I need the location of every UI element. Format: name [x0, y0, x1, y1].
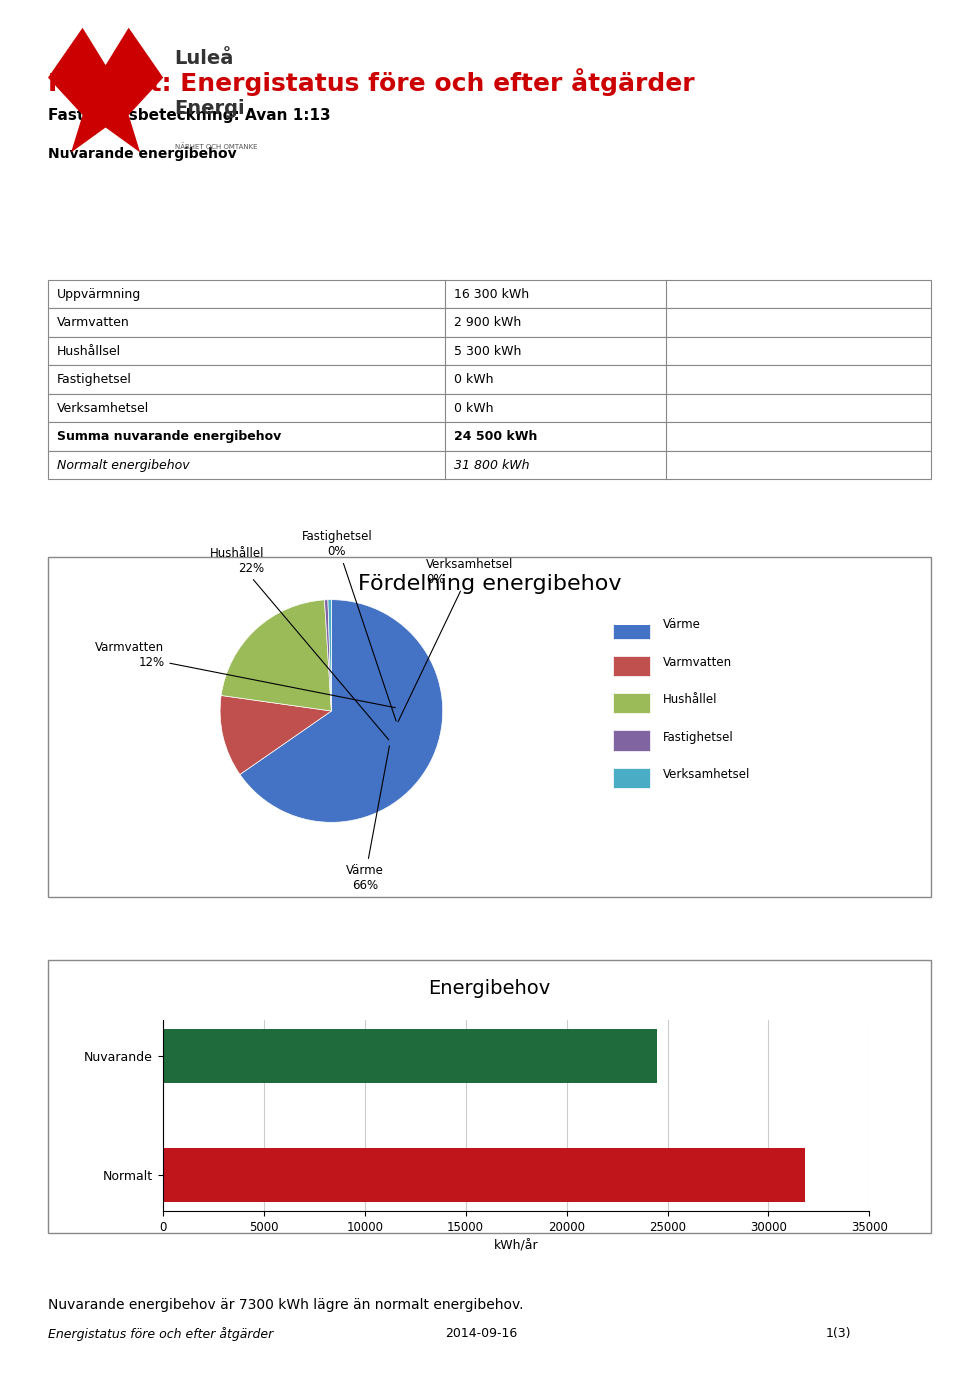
- Text: Fastighetsel
0%: Fastighetsel 0%: [301, 529, 396, 721]
- Text: Nuvarande energibehov är 7300 kWh lägre än normalt energibehov.: Nuvarande energibehov är 7300 kWh lägre …: [48, 1299, 523, 1313]
- Text: Energibehov: Energibehov: [428, 980, 551, 998]
- Bar: [163, 1028, 658, 1082]
- Wedge shape: [324, 600, 331, 711]
- Bar: [163, 1149, 804, 1202]
- Wedge shape: [221, 600, 331, 711]
- Text: Verksamhetsel
0%: Verksamhetsel 0%: [398, 557, 514, 722]
- Text: Fördelning energibehov: Fördelning energibehov: [358, 574, 621, 593]
- X-axis label: kWh/år: kWh/år: [493, 1239, 539, 1252]
- Text: NÄRHET OCH OMTANKE: NÄRHET OCH OMTANKE: [175, 143, 257, 150]
- Text: 0 kWh: 0 kWh: [454, 402, 493, 414]
- Polygon shape: [48, 28, 163, 152]
- Text: Hushållel: Hushållel: [662, 693, 717, 707]
- Text: Fastighetsel: Fastighetsel: [57, 373, 132, 387]
- Text: Värme: Värme: [662, 618, 701, 632]
- Bar: [613, 768, 650, 789]
- Text: Normalt energibehov: Normalt energibehov: [57, 459, 189, 471]
- FancyBboxPatch shape: [48, 557, 931, 897]
- Bar: [613, 693, 650, 714]
- Text: Varmvatten: Varmvatten: [57, 316, 130, 328]
- Text: Fastighetsbeteckning: Avan 1:13: Fastighetsbeteckning: Avan 1:13: [48, 108, 330, 123]
- Text: Nuvarande energibehov: Nuvarande energibehov: [48, 147, 236, 161]
- Text: Varmvatten: Varmvatten: [662, 656, 732, 669]
- Text: 24 500 kWh: 24 500 kWh: [454, 430, 538, 444]
- Text: Uppvärmning: Uppvärmning: [57, 287, 141, 301]
- Bar: [613, 730, 650, 751]
- Text: 2014-09-16: 2014-09-16: [445, 1328, 517, 1340]
- Wedge shape: [240, 600, 443, 822]
- Bar: [613, 656, 650, 676]
- Text: 16 300 kWh: 16 300 kWh: [454, 287, 529, 301]
- Text: Summa nuvarande energibehov: Summa nuvarande energibehov: [57, 430, 281, 444]
- Wedge shape: [220, 696, 331, 775]
- Text: Värme
66%: Värme 66%: [346, 746, 390, 893]
- Text: Verksamhetsel: Verksamhetsel: [662, 768, 750, 782]
- Text: Energistatus före och efter åtgärder: Energistatus före och efter åtgärder: [48, 1328, 274, 1342]
- Text: Rapport: Energistatus före och efter åtgärder: Rapport: Energistatus före och efter åtg…: [48, 68, 695, 96]
- Bar: [613, 618, 650, 639]
- Wedge shape: [328, 600, 331, 711]
- Text: Hushållel
22%: Hushållel 22%: [210, 546, 389, 740]
- Text: 1(3): 1(3): [826, 1328, 851, 1340]
- Text: 2 900 kWh: 2 900 kWh: [454, 316, 521, 328]
- Text: 0 kWh: 0 kWh: [454, 373, 493, 387]
- Text: Verksamhetsel: Verksamhetsel: [57, 402, 149, 414]
- Text: 31 800 kWh: 31 800 kWh: [454, 459, 530, 471]
- Text: Luleå: Luleå: [175, 50, 234, 68]
- Text: Hushållsel: Hushållsel: [57, 345, 121, 358]
- Text: Varmvatten
12%: Varmvatten 12%: [95, 642, 396, 708]
- Text: 5 300 kWh: 5 300 kWh: [454, 345, 521, 358]
- FancyBboxPatch shape: [48, 960, 931, 1232]
- Text: Energi: Energi: [175, 100, 246, 118]
- Text: Fastighetsel: Fastighetsel: [662, 730, 733, 744]
